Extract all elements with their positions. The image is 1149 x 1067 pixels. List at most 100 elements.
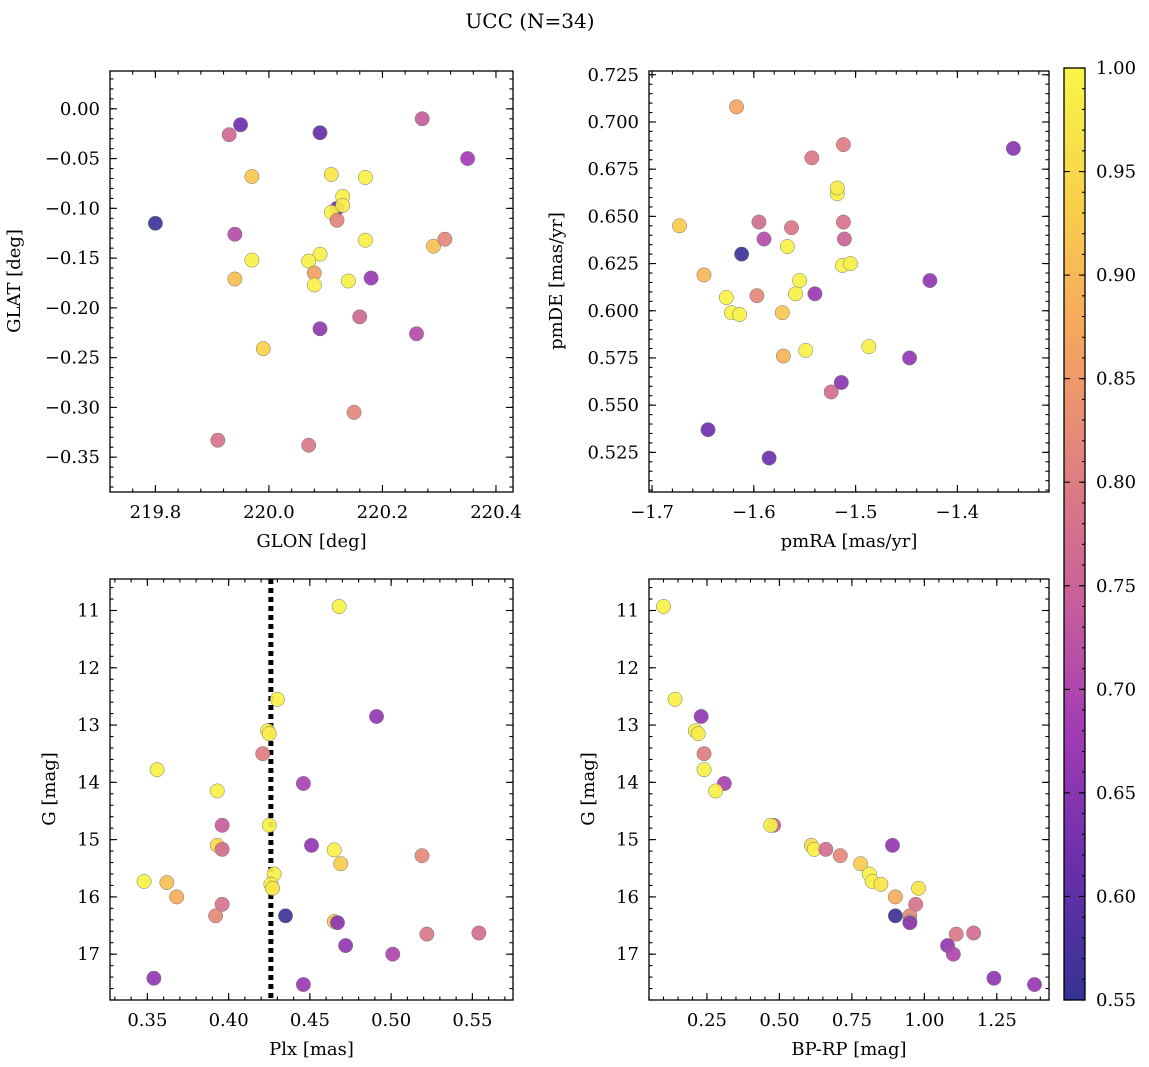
data-point [922,273,938,289]
data-point [804,150,820,166]
colorbar-frame [1063,67,1086,1001]
data-point [696,267,712,283]
data-point [807,286,823,302]
data-point [136,873,152,889]
x-tick-label: −1.6 [732,502,776,523]
data-point [835,137,851,153]
data-point [774,305,790,321]
x-axis-label: BP-RP [mag] [791,1039,906,1060]
x-tick-label: 219.8 [130,502,182,523]
x-tick-label: 220.0 [243,502,295,523]
panel-4: 0.25 0.50 0.75 1.00 1.25 11 12 13 14 15 16 17 BP-RP … [578,578,1050,1060]
data-point [306,277,322,293]
y-tick-label: 0.625 [587,254,639,275]
data-point [1005,140,1021,156]
data-point [346,404,362,420]
axes-frame [109,578,514,1001]
data-point [214,817,230,833]
data-point [818,841,834,857]
data-point [357,170,373,185]
data-point [696,762,712,778]
data-point [667,691,683,707]
panels: 219.8 220.0 220.2 220.4 0.00 −0.05 −0.10 −0.15 −… [4,65,1050,1060]
y-tick-label: 0.00 [60,99,100,120]
y-tick-label: 12 [616,658,639,679]
data-point [331,599,347,614]
x-tick-label: 0.25 [687,1010,727,1031]
data-point [214,896,230,912]
data-point [948,926,964,942]
axes-frame [109,70,514,493]
data-point [149,762,165,778]
data-point [986,970,1002,986]
y-axis-label: GLAT [deg] [4,229,25,333]
data-point [352,309,368,325]
y-tick-label: −0.25 [45,348,100,369]
data-point [301,437,317,453]
y-tick-label: −0.20 [45,298,100,319]
y-tick-label: 11 [616,601,639,622]
data-point [330,915,345,931]
data-point [792,273,808,289]
y-tick-label: 17 [77,944,100,965]
data-point [885,837,900,853]
y-axis-label: G [mag] [39,752,60,825]
colorbar-tick-label: 0.75 [1096,576,1136,597]
data-point [227,226,243,242]
data-point [887,889,903,905]
data-point [278,908,293,924]
data-point [233,117,248,133]
colorbar-tick-label: 0.65 [1096,783,1136,804]
x-tick-label: 1.25 [977,1010,1017,1031]
data-point [833,375,849,390]
data-point [312,321,328,337]
colorbar-tick-label: 0.60 [1096,886,1136,907]
data-point [761,450,777,466]
data-point [775,348,791,364]
data-point [338,938,354,954]
colorbar-tick-label: 0.55 [1096,990,1136,1011]
data-point [159,875,175,891]
data-point [369,709,384,724]
colorbar-tick-label: 0.85 [1096,369,1136,390]
data-point [437,231,453,247]
data-point [836,231,852,247]
data-point [295,977,311,992]
x-tick-label: 220.4 [470,502,522,523]
data-point [244,252,260,268]
data-point [363,270,379,286]
data-point [265,880,280,896]
x-axis-label: GLON [deg] [256,531,366,552]
y-tick-label: 13 [616,715,639,736]
y-axis-label: G [mag] [578,752,599,825]
data-point [295,776,311,791]
x-tick-label: 0.75 [832,1010,872,1031]
y-tick-label: 0.600 [587,301,639,322]
data-point [326,842,342,858]
y-tick-label: 0.725 [587,65,639,86]
axes-frame [648,70,1050,493]
y-tick-label: 11 [77,601,100,622]
data-point [751,214,767,230]
data-point [169,889,185,905]
data-point [357,232,373,248]
panel-2: −1.7 −1.6 −1.5 −1.4 0.525 0.550 0.575 0.600 0.62… [546,65,1050,552]
x-tick-label: 0.50 [759,1010,799,1031]
data-point [902,350,918,366]
data-point [756,231,772,247]
data-point [902,915,918,931]
y-tick-label: 14 [77,772,100,793]
data-point [329,212,345,228]
data-point [887,908,903,924]
data-point [853,856,869,872]
x-tick-label: 220.2 [357,502,409,523]
data-point [708,783,724,799]
y-tick-label: −0.30 [45,397,100,418]
y-tick-label: 12 [77,658,100,679]
data-point [210,432,226,448]
data-point [843,256,858,272]
axes-frame [648,578,1050,1001]
y-tick-label: −0.05 [45,149,100,170]
data-point [911,880,927,896]
y-tick-label: −0.10 [45,198,100,219]
